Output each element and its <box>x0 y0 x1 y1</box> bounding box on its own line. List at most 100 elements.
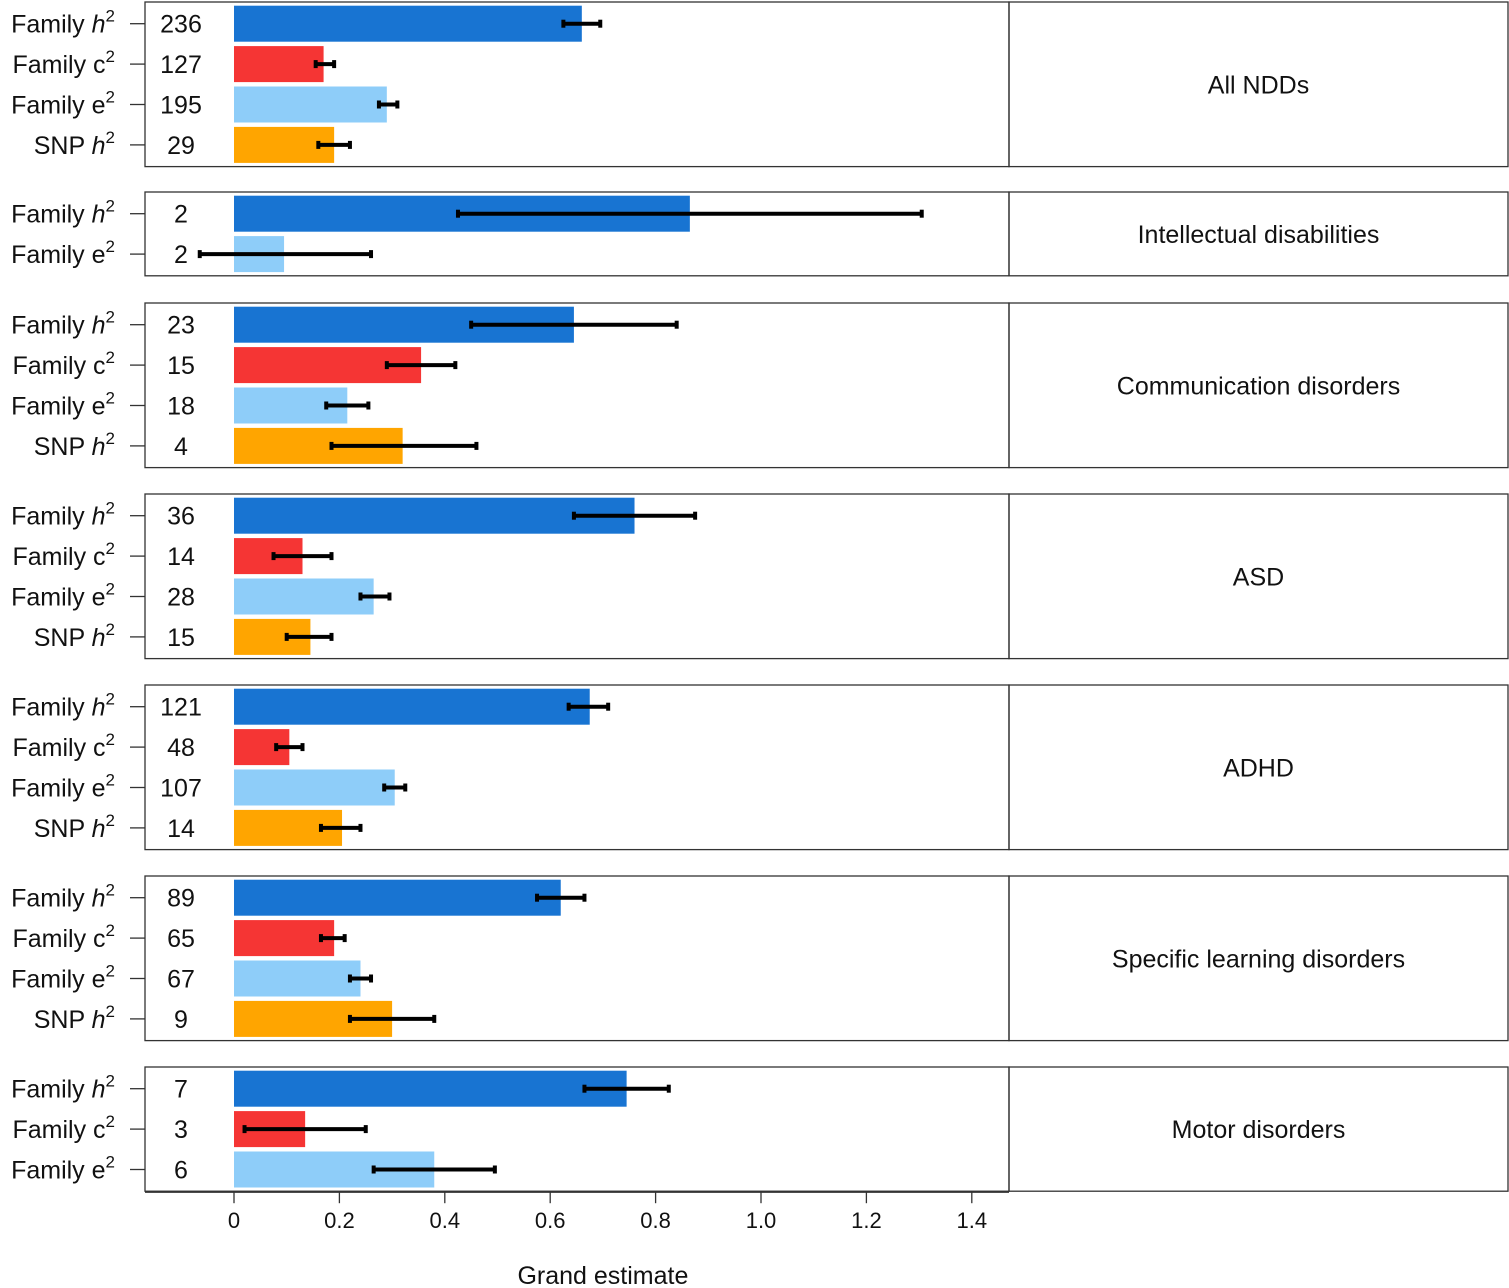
row-family_h2: Family h2 36 <box>11 497 698 534</box>
panel-title: Intellectual disabilities <box>1138 221 1380 249</box>
row-label: Family e2 <box>11 1153 115 1185</box>
study-count: 14 <box>167 543 195 571</box>
panel-title: Communication disorders <box>1117 372 1400 400</box>
row-label: Family e2 <box>11 771 115 803</box>
study-count: 65 <box>167 925 195 953</box>
row-label: Family e2 <box>11 962 115 994</box>
row-family_c2: Family c2 15 <box>12 347 458 384</box>
study-count: 23 <box>167 312 195 340</box>
x-axis: 0 0.2 0.4 0.6 0.8 1.0 1.2 1.4 <box>145 1191 1009 1233</box>
row-snp_h2: SNP h2 15 <box>34 618 334 655</box>
row-label: SNP h2 <box>34 620 115 652</box>
row-label: Family h2 <box>11 499 115 531</box>
study-count: 2 <box>174 241 188 269</box>
row-snp_h2: SNP h2 29 <box>34 126 352 163</box>
study-count: 121 <box>160 694 202 722</box>
row-family_e2: Family e2 28 <box>11 578 392 615</box>
row-family_h2: Family h2 2 <box>11 195 924 232</box>
bar <box>234 879 561 916</box>
study-count: 3 <box>174 1116 188 1144</box>
bar <box>234 1070 627 1107</box>
study-count: 29 <box>167 132 195 160</box>
panel-title-frame <box>1008 191 1509 277</box>
row-family_h2: Family h2 89 <box>11 879 587 916</box>
row-family_h2: Family h2 23 <box>11 306 679 343</box>
panel-4: ADHD Family h2 121 Family c2 48 Family e2 107 S… <box>11 684 1509 851</box>
row-family_c2: Family c2 14 <box>12 538 334 575</box>
x-tick-label: 0.8 <box>640 1208 671 1233</box>
study-count: 36 <box>167 503 195 531</box>
study-count: 195 <box>160 92 202 120</box>
row-label: Family c2 <box>12 1112 115 1144</box>
row-snp_h2: SNP h2 9 <box>34 1000 437 1037</box>
row-snp_h2: SNP h2 14 <box>34 809 363 846</box>
panel-title-frame <box>1008 684 1509 851</box>
x-tick-label: 1.4 <box>957 1208 988 1233</box>
bar <box>234 688 590 725</box>
bar <box>234 960 361 997</box>
row-label: Family e2 <box>11 88 115 120</box>
study-count: 9 <box>174 1006 188 1034</box>
panel-title-frame <box>1008 875 1509 1042</box>
panel-3: ASD Family h2 36 Family c2 14 Family e2 28 SNP … <box>11 493 1509 660</box>
row-family_e2: Family e2 67 <box>11 960 374 997</box>
x-tick-label: 0.4 <box>430 1208 461 1233</box>
study-count: 89 <box>167 885 195 913</box>
study-count: 14 <box>167 815 195 843</box>
row-family_e2: Family e2 2 <box>11 236 374 273</box>
row-family_h2: Family h2 7 <box>11 1070 671 1107</box>
row-snp_h2: SNP h2 4 <box>34 427 479 464</box>
x-tick-label: 1.2 <box>851 1208 882 1233</box>
panel-title-frame <box>1008 302 1509 469</box>
row-label: Family h2 <box>11 881 115 913</box>
row-label: Family c2 <box>12 348 115 380</box>
row-family_c2: Family c2 65 <box>12 920 347 957</box>
panel-2: Communication disorders Family h2 23 Family… <box>11 302 1509 469</box>
row-label: Family h2 <box>11 690 115 722</box>
row-family_h2: Family h2 121 <box>11 688 611 725</box>
row-label: Family c2 <box>12 730 115 762</box>
row-label: Family h2 <box>11 197 115 229</box>
panel-title: All NDDs <box>1208 71 1309 99</box>
panel-title-frame <box>1008 1066 1509 1192</box>
study-count: 18 <box>167 393 195 421</box>
study-count: 236 <box>160 11 202 39</box>
row-family_h2: Family h2 236 <box>11 5 603 42</box>
x-tick-label: 0.2 <box>324 1208 355 1233</box>
row-label: SNP h2 <box>34 429 115 461</box>
row-label: SNP h2 <box>34 128 115 160</box>
row-label: Family h2 <box>11 7 115 39</box>
bar <box>234 769 395 806</box>
panel-title-frame <box>1008 493 1509 660</box>
panel-title-frame <box>1008 1 1509 168</box>
row-label: Family e2 <box>11 580 115 612</box>
study-count: 6 <box>174 1157 188 1185</box>
row-label: Family c2 <box>12 539 115 571</box>
row-label: SNP h2 <box>34 1002 115 1034</box>
study-count: 107 <box>160 775 202 803</box>
row-family_c2: Family c2 48 <box>12 729 305 766</box>
row-family_e2: Family e2 6 <box>11 1151 497 1188</box>
row-label: SNP h2 <box>34 811 115 843</box>
study-count: 15 <box>167 624 195 652</box>
x-tick-label: 0.6 <box>535 1208 566 1233</box>
row-label: Family h2 <box>11 1072 115 1104</box>
panel-title: ASD <box>1233 563 1284 591</box>
row-label: Family c2 <box>12 47 115 79</box>
study-count: 15 <box>167 352 195 380</box>
x-tick-label: 0 <box>228 1208 240 1233</box>
row-family_e2: Family e2 195 <box>11 86 400 123</box>
panel-title: ADHD <box>1223 754 1294 782</box>
bar <box>234 86 387 123</box>
study-count: 48 <box>167 734 195 762</box>
row-label: Family e2 <box>11 389 115 421</box>
study-count: 67 <box>167 966 195 994</box>
row-family_c2: Family c2 3 <box>12 1111 368 1148</box>
bar <box>234 920 335 957</box>
panel-0: All NDDs Family h2 236 Family c2 127 Family e… <box>11 1 1509 168</box>
study-count: 7 <box>174 1076 188 1104</box>
